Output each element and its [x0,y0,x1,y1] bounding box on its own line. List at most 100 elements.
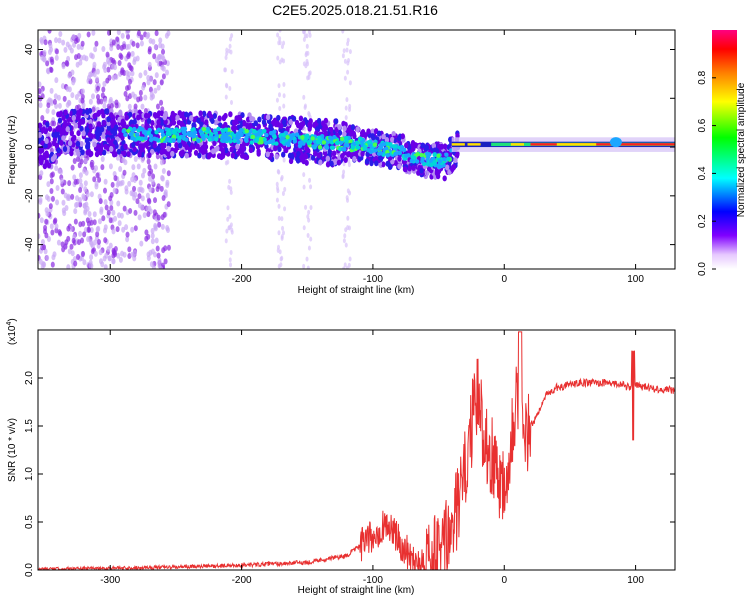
band-mark [150,120,155,127]
core-mark [236,139,241,145]
noise-mark [140,156,145,163]
band-mark [87,131,92,138]
noise-mark [54,165,59,172]
spectrogram-y-label: Frequency (Hz) [7,116,18,185]
noise-mark [147,48,152,55]
noise-mark [49,223,54,230]
noise-mark [118,166,123,173]
noise-mark [150,232,155,239]
noise-mark [50,171,55,178]
noise-mark [229,250,233,256]
band-mark [99,126,105,133]
y-tick-label: 0.5 [24,515,35,529]
band-mark [177,110,183,117]
noise-mark [78,177,83,184]
line-yellow-segment [451,143,465,146]
noise-mark [342,169,346,175]
core-mark [223,127,229,132]
noise-mark [111,258,116,265]
band-mark [79,140,84,147]
noise-mark [103,97,108,104]
x-tick-label: -100 [363,575,383,586]
noise-mark [78,187,83,194]
noise-mark [223,67,227,73]
band-mark [215,145,220,152]
noise-mark [47,97,52,104]
band-mark [207,110,212,117]
noise-mark [230,100,234,106]
noise-mark [139,34,144,41]
noise-mark [55,199,60,206]
band-mark [206,153,212,160]
band-mark [72,108,77,115]
noise-mark [163,245,168,252]
noise-mark [137,214,142,221]
band-mark [213,119,219,126]
band-mark [291,115,297,122]
noise-mark [57,102,62,109]
band-mark [400,133,405,140]
band-mark [116,148,122,155]
noise-mark [132,194,137,201]
noise-mark [61,39,66,46]
band-mark [57,117,63,124]
snr-y-ticks: 0.0 0.5 1.0 1.5 2.0 [24,371,675,577]
noise-mark [117,59,122,66]
x-tick-label: -300 [100,575,120,586]
band-mark [137,151,142,158]
band-mark [228,111,233,118]
noise-mark [102,255,107,262]
band-mark [159,149,164,156]
noise-mark [303,33,307,39]
noise-mark [49,87,54,94]
band-mark [360,150,365,157]
noise-mark [302,61,306,67]
core-mark [294,132,300,137]
noise-mark [230,69,234,75]
noise-mark [143,107,148,114]
band-mark [47,125,53,132]
noise-mark [90,93,95,100]
noise-mark [275,97,279,103]
noise-mark [224,55,228,61]
noise-mark [82,202,87,209]
colorbar-label: Normalized spectral amplitude [736,82,747,217]
noise-mark [61,199,66,206]
core-mark [262,137,267,142]
band-mark [63,109,68,116]
noise-mark [61,63,66,70]
band-mark [132,118,137,125]
noise-mark [225,228,229,234]
noise-mark [94,165,99,172]
core-mark [262,128,267,134]
noise-mark [119,212,124,219]
noise-mark [129,190,134,197]
noise-mark [98,249,103,256]
band-mark [38,122,43,129]
noise-mark [138,89,143,96]
core-mark [366,140,371,145]
noise-mark [278,59,282,65]
band-mark [410,140,416,147]
noise-mark [165,179,170,186]
noise-mark [52,98,57,105]
noise-mark [130,226,135,233]
band-mark [156,119,161,126]
band-mark [101,133,106,140]
y-tick-label: -20 [24,188,35,203]
noise-mark [146,233,151,240]
core-mark [373,148,378,153]
noise-mark [229,262,233,268]
core-mark [236,135,241,140]
band-mark [277,146,282,153]
spectrogram-y-ticks: -40 -20 0 20 40 [24,44,675,252]
noise-mark [159,99,164,106]
noise-mark [166,170,171,177]
noise-mark [148,186,153,193]
core-mark [148,137,154,143]
noise-mark [111,57,116,64]
noise-mark [151,173,156,180]
noise-mark [123,90,128,97]
snr-y-label: SNR (10 * v/v) [7,418,18,482]
